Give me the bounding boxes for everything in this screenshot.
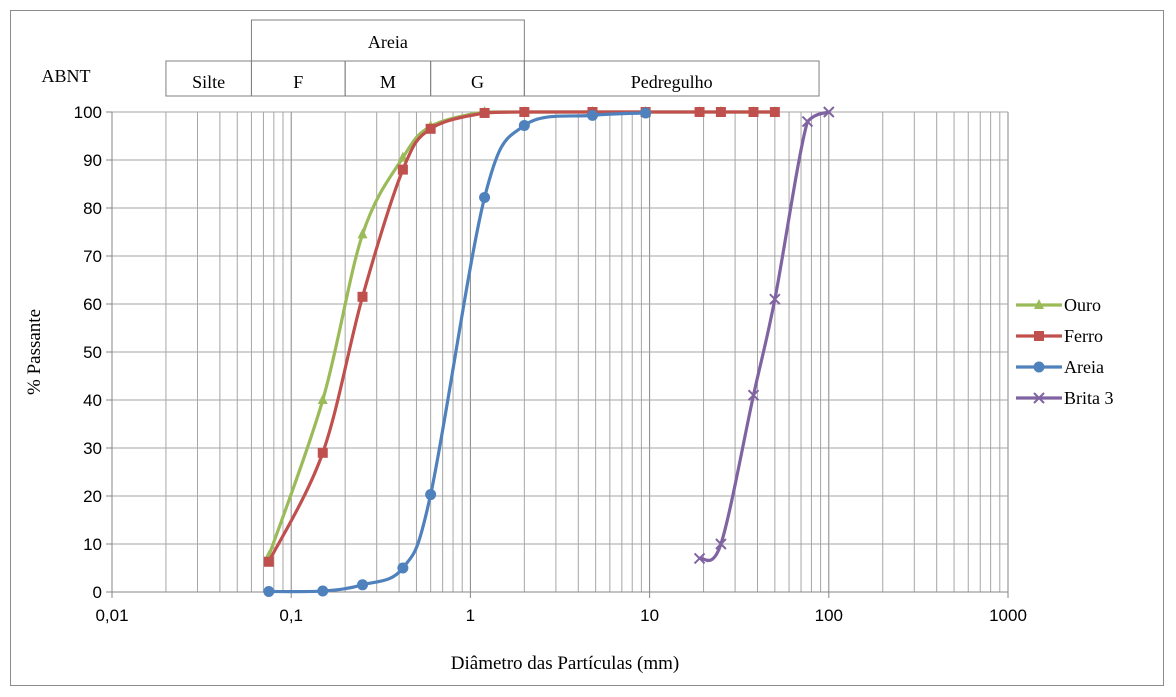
x-tick-label: 100 (815, 606, 843, 625)
band-cell (523, 60, 820, 97)
data-point (823, 106, 835, 118)
grid-lines (111, 111, 1009, 593)
legend-item: Ferro (1016, 326, 1103, 346)
legend-marker (1034, 331, 1044, 341)
series-layer (263, 106, 835, 598)
series-areia (263, 107, 652, 598)
data-point (397, 562, 409, 574)
group-label: Areia (368, 32, 408, 52)
data-point (586, 109, 598, 121)
series-brita-3 (693, 106, 835, 565)
y-tick-label: 50 (83, 343, 102, 362)
data-point (317, 394, 328, 404)
x-tick-label: 0,01 (95, 606, 128, 625)
x-tick-label: 0,1 (279, 606, 303, 625)
y-tick-label: 40 (83, 391, 102, 410)
y-tick-label: 80 (83, 199, 102, 218)
data-point (640, 107, 652, 119)
legend-marker (1033, 392, 1045, 404)
x-tick-label: 10 (640, 606, 659, 625)
x-tick-label: 1 (466, 606, 475, 625)
data-point (715, 538, 727, 550)
data-point (317, 585, 329, 597)
data-point (425, 489, 437, 501)
x-tick-label: 1000 (989, 606, 1027, 625)
data-point (397, 164, 408, 175)
band-label: G (471, 72, 484, 92)
classification-system-label: ABNT (42, 66, 91, 86)
y-tick-label: 10 (83, 535, 102, 554)
legend-marker (1033, 361, 1045, 373)
band-label: Silte (192, 72, 225, 92)
data-point (357, 579, 369, 591)
data-point (425, 123, 436, 134)
data-point (748, 107, 759, 117)
data-point (747, 389, 760, 401)
band-label: M (380, 72, 396, 92)
legend: Ouro Ferro Areia Brita 3 (1016, 295, 1114, 408)
band-label: F (293, 72, 303, 92)
classification-table: ABNT Areia Silte F M G Pedregulho (42, 19, 820, 97)
legend-label: Areia (1064, 357, 1104, 377)
series-line (698, 110, 830, 563)
data-point (479, 107, 490, 118)
legend-marker (1034, 299, 1044, 309)
legend-item: Brita 3 (1016, 388, 1114, 408)
data-point (518, 119, 530, 131)
y-tick-label: 20 (83, 487, 102, 506)
y-tick-label: 60 (83, 295, 102, 314)
y-axis-label: % Passante (24, 309, 45, 395)
axes: 0 10 20 30 40 50 60 70 80 90 100 0,01 0,1 1 10 100 1000 (74, 103, 1027, 625)
legend-label: Ferro (1064, 326, 1103, 346)
data-point (694, 107, 705, 117)
chart-frame (10, 10, 1164, 686)
data-point (715, 107, 726, 117)
data-point (263, 586, 275, 598)
legend-item: Areia (1016, 357, 1104, 377)
y-tick-label: 30 (83, 439, 102, 458)
y-tick-label: 90 (83, 151, 102, 170)
y-tick-label: 0 (93, 583, 102, 602)
data-point (479, 191, 491, 203)
data-point (693, 552, 706, 565)
data-point (769, 107, 780, 117)
legend-label: Brita 3 (1064, 388, 1114, 408)
data-point (357, 291, 368, 302)
series-ferro (263, 107, 780, 567)
data-point (769, 293, 781, 305)
data-point (397, 151, 408, 162)
y-tick-label: 70 (83, 247, 102, 266)
legend-label: Ouro (1064, 295, 1101, 315)
series-ouro (263, 106, 780, 560)
data-point (519, 107, 530, 117)
series-line (268, 111, 646, 594)
band-label: Pedregulho (631, 72, 713, 92)
x-axis-label: Diâmetro das Partículas (mm) (451, 653, 679, 674)
data-point (263, 556, 274, 567)
legend-item: Ouro (1016, 295, 1101, 315)
data-point (317, 447, 328, 458)
y-tick-label: 100 (74, 103, 102, 122)
data-point (357, 228, 368, 239)
data-point (801, 115, 814, 128)
